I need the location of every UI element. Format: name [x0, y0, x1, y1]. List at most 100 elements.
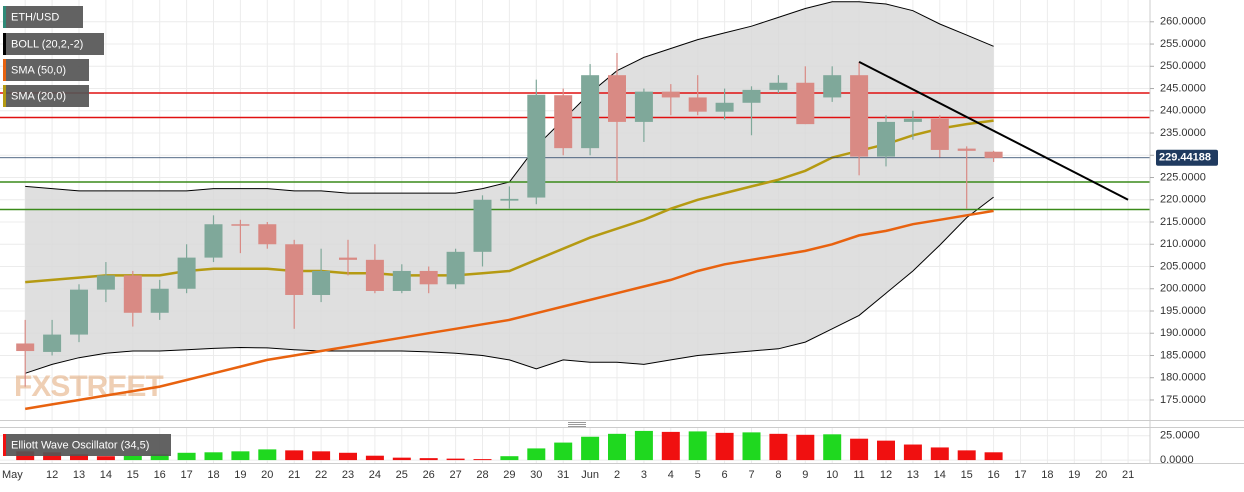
legend-swatch [3, 59, 6, 81]
x-tick-label: 31 [557, 469, 569, 481]
candle-body [177, 257, 196, 289]
y-tick-label: 250.0000 [1160, 60, 1206, 72]
oscillator-bar [339, 452, 357, 461]
candle-body [581, 75, 600, 149]
legend-swatch [3, 6, 6, 28]
candle-body [957, 148, 976, 151]
y-tick-label: 185.0000 [1160, 349, 1206, 361]
candle-body [688, 97, 707, 112]
y-tick-label: 190.0000 [1160, 327, 1206, 339]
legend-item[interactable]: SMA (20,0) [3, 85, 89, 107]
legend-label: SMA (20,0) [11, 90, 66, 102]
y-tick-label: 255.0000 [1160, 38, 1206, 50]
oscillator-bar [715, 432, 734, 461]
legend-item[interactable]: BOLL (20,2,-2) [3, 33, 104, 55]
candle-body [446, 251, 465, 285]
legend-item[interactable]: SMA (50,0) [3, 59, 89, 81]
legend-label: BOLL (20,2,-2) [11, 38, 83, 50]
oscillator-bar [984, 452, 1003, 461]
candle-body [930, 118, 949, 150]
oscillator-bar [204, 452, 223, 461]
legend-label: Elliott Wave Oscillator (34,5) [11, 439, 149, 451]
oscillator-bar [877, 440, 895, 461]
x-tick-label: 29 [503, 469, 515, 481]
legend-item[interactable]: ETH/USD [3, 6, 83, 28]
legend-item[interactable]: Elliott Wave Oscillator (34,5) [3, 434, 171, 456]
x-tick-label: 7 [748, 469, 754, 481]
x-tick-label: 16 [154, 469, 166, 481]
x-tick-label: 10 [826, 469, 838, 481]
candle-body [634, 91, 653, 122]
legend-label: SMA (50,0) [11, 64, 66, 76]
y-tick-label: 210.0000 [1160, 238, 1206, 250]
candle-body [419, 270, 438, 285]
x-tick-label: 14 [934, 469, 946, 481]
oscillator-bar [957, 450, 976, 461]
labels: May 12 13 14 15 16 17 18 19 20 21 22 23 24 25 26 27 28 29 3… [2, 6, 1218, 481]
candle-body [715, 102, 734, 112]
x-tick-label: 12 [46, 469, 58, 481]
legend-box [3, 85, 89, 107]
last-price-box [1156, 149, 1218, 166]
y-tick-label: 215.0000 [1160, 216, 1206, 228]
oscillator-bar [823, 434, 842, 461]
candle-body [903, 118, 922, 122]
y-tick-label: 195.0000 [1160, 305, 1206, 317]
x-tick-label: 17 [180, 469, 192, 481]
y-tick-label: 235.0000 [1160, 127, 1206, 139]
candle-body [500, 198, 519, 201]
last-price-label: 229.44188 [1159, 152, 1211, 164]
candle-body [554, 95, 573, 149]
oscillator-bar [527, 448, 546, 461]
x-tick-label: 22 [315, 469, 327, 481]
oscillator-bar [634, 430, 653, 461]
legend-swatch [3, 33, 6, 55]
x-tick-label: 16 [987, 469, 999, 481]
oscillator-bar [769, 433, 788, 461]
legend-box [3, 59, 89, 81]
oscillator-bar [150, 454, 169, 461]
oscillator-bar [365, 455, 384, 461]
y-tick-label: 0.0000 [1160, 454, 1194, 466]
oscillator-bar [392, 457, 411, 461]
candle-body [96, 275, 115, 290]
oscillator-bar [930, 447, 949, 461]
x-tick-label: 21 [288, 469, 300, 481]
x-tick-label: 14 [100, 469, 112, 481]
candle-body [70, 289, 88, 335]
candle-body [850, 75, 869, 157]
candle-body [204, 224, 223, 258]
x-tick-label: 15 [127, 469, 139, 481]
oscillator-bar [177, 452, 196, 461]
x-tick-label: 20 [261, 469, 273, 481]
x-tick-label: 11 [853, 469, 864, 481]
y-tick-label: 225.0000 [1160, 171, 1206, 183]
oscillator-bar [850, 438, 869, 461]
y-tick-label: 175.0000 [1160, 394, 1206, 406]
oscillator-bar [419, 458, 438, 461]
legend-swatch [3, 85, 6, 107]
candle-body [661, 91, 680, 98]
candle-body [769, 82, 788, 90]
candle-body [312, 270, 331, 295]
candle-body [258, 224, 277, 245]
x-tick-label: 30 [530, 469, 542, 481]
oscillator-bar [446, 458, 465, 461]
pane-splitter[interactable] [568, 422, 586, 427]
sma-line [24, 209, 994, 411]
oscillator-bar [231, 451, 250, 461]
x-tick-label: May [2, 469, 23, 481]
trendline [858, 60, 1129, 201]
y-tick-label: 200.0000 [1160, 283, 1206, 295]
oscillator-bar [96, 456, 115, 461]
oscillator-bar [742, 432, 761, 461]
oscillator-bar [903, 444, 922, 461]
oscillator-bar [581, 436, 600, 461]
candle-body [123, 275, 142, 313]
legend-label: ETH/USD [11, 11, 59, 23]
x-tick-label: 18 [1041, 469, 1053, 481]
x-tick-label: 15 [961, 469, 973, 481]
legend-box [3, 33, 104, 55]
